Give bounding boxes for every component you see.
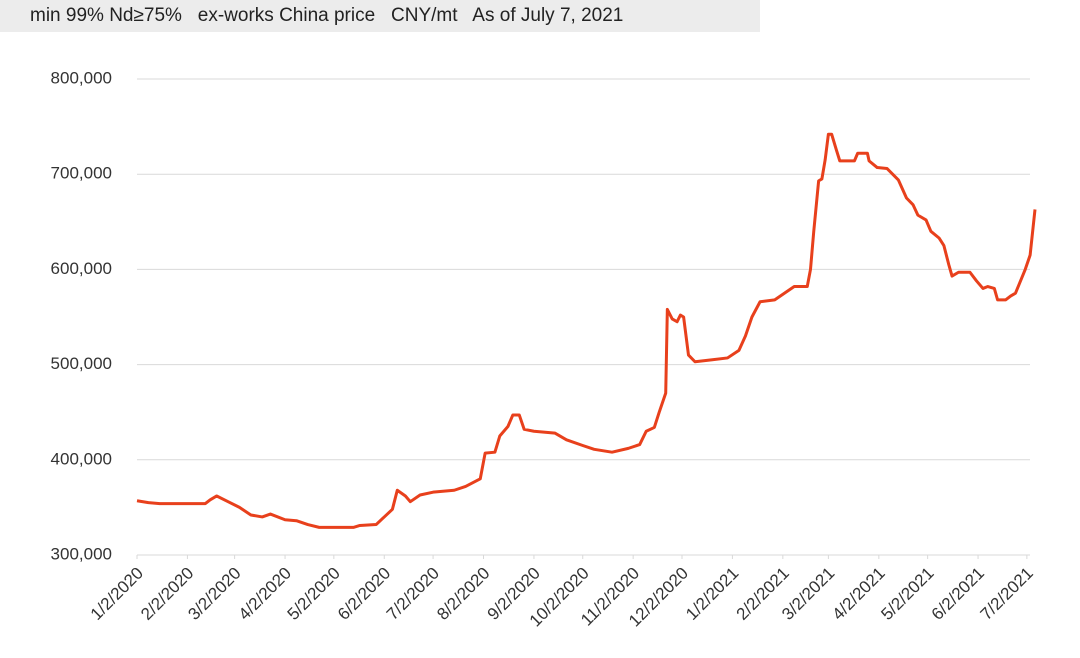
- y-tick-label: 800,000: [51, 68, 112, 87]
- chart-title: min 99% Nd≥75% ex-works China price CNY/…: [30, 5, 623, 26]
- x-tick-label: 6/2/2021: [928, 564, 988, 624]
- x-tick-label: 6/2/2020: [334, 564, 394, 624]
- x-tick-label: 7/2/2020: [383, 564, 443, 624]
- x-tick-label: 5/2/2020: [284, 564, 344, 624]
- x-tick-label: 7/2/2021: [977, 564, 1037, 624]
- x-tick-label: 1/2/2020: [87, 564, 147, 624]
- title-band: [0, 0, 760, 32]
- y-tick-label: 500,000: [51, 354, 112, 373]
- series-line: [136, 132, 1037, 529]
- x-tick-label: 4/2/2021: [829, 564, 889, 624]
- y-tick-label: 300,000: [51, 544, 112, 563]
- y-tick-label: 600,000: [51, 259, 112, 278]
- y-tick-label: 700,000: [51, 164, 112, 183]
- y-tick-label: 400,000: [51, 449, 112, 468]
- x-tick-label: 5/2/2021: [877, 564, 937, 624]
- x-tick-label: 3/2/2020: [184, 564, 244, 624]
- x-tick-label: 4/2/2020: [235, 564, 295, 624]
- x-tick-label: 1/2/2021: [682, 564, 742, 624]
- x-tick-label: 8/2/2020: [433, 564, 493, 624]
